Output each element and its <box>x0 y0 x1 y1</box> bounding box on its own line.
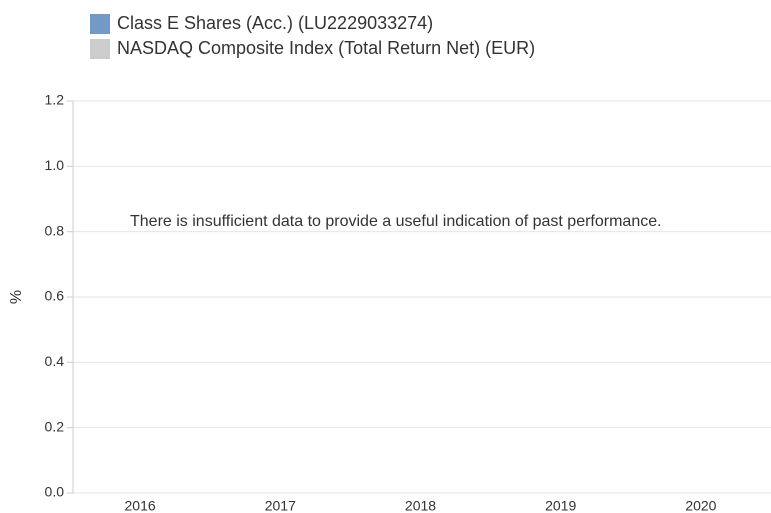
x-tick-label: 2016 <box>125 498 156 513</box>
y-tick-label: 1.0 <box>45 157 65 173</box>
x-tick-label: 2018 <box>405 498 436 513</box>
legend-swatch <box>90 39 110 59</box>
y-tick-label: 0.4 <box>45 353 65 369</box>
y-axis-label: % <box>8 290 25 304</box>
legend-label: NASDAQ Composite Index (Total Return Net… <box>117 38 535 58</box>
annotation: There is insufficient data to provide a … <box>130 213 662 230</box>
y-tick-label: 1.2 <box>45 92 65 108</box>
y-tick-label: 0.2 <box>45 418 65 434</box>
x-tick-label: 2020 <box>685 498 716 513</box>
legend-label: Class E Shares (Acc.) (LU2229033274) <box>117 13 433 33</box>
x-tick-label: 2017 <box>265 498 296 513</box>
y-tick-label: 0.0 <box>45 484 65 500</box>
x-tick-label: 2019 <box>545 498 576 513</box>
y-tick-label: 0.8 <box>45 222 65 238</box>
legend-swatch <box>90 14 110 34</box>
y-tick-label: 0.6 <box>45 288 65 304</box>
